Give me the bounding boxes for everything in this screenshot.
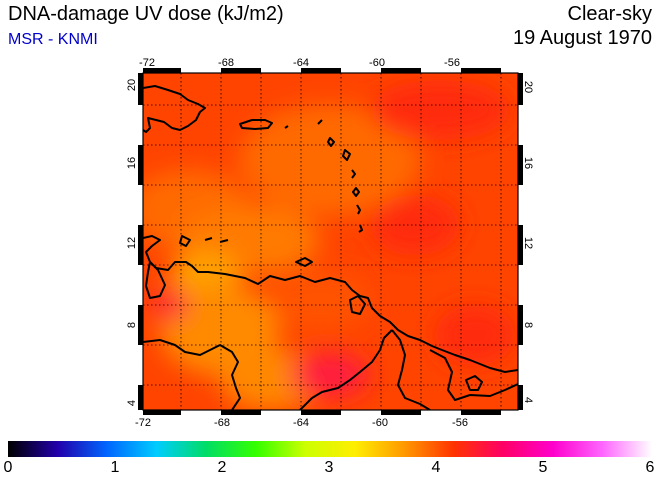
lon-label: -56 [444, 57, 460, 69]
lon-label: -64 [293, 417, 309, 429]
lon-label: -72 [135, 417, 151, 429]
lat-label: 12 [522, 237, 534, 249]
lon-border-ticks [143, 68, 501, 415]
scale-label: 3 [324, 459, 334, 476]
lon-label: -60 [372, 417, 388, 429]
scale-label: 6 [645, 459, 655, 476]
lat-label: 8 [126, 322, 138, 328]
map-title: DNA-damage UV dose (kJ/m2) [8, 3, 284, 25]
lat-label: 20 [126, 79, 138, 91]
data-source-label: MSR - KNMI [8, 31, 98, 48]
lat-labels-right: 4 8 12 16 20 [522, 81, 534, 403]
lat-label: 4 [126, 400, 138, 406]
scale-label: 0 [3, 459, 13, 476]
lat-label: 8 [522, 322, 534, 328]
lat-label: 16 [522, 157, 534, 169]
lon-label: -60 [369, 57, 385, 69]
color-scale-bar [8, 441, 652, 457]
scale-label: 1 [110, 459, 120, 476]
lon-label: -64 [293, 57, 309, 69]
scale-label: 4 [431, 459, 441, 476]
sky-condition-label: Clear-sky [567, 3, 652, 25]
coastlines [143, 85, 518, 410]
lon-labels-top: -72 -68 -64 -60 -56 [139, 57, 460, 69]
scale-label: 2 [217, 459, 227, 476]
lat-label: 4 [522, 397, 534, 403]
scale-label: 5 [538, 459, 548, 476]
lon-labels-bottom: -72 -68 -64 -60 -56 [135, 417, 468, 429]
lat-label: 16 [126, 157, 138, 169]
lat-labels-left: 4 8 12 16 20 [126, 79, 138, 406]
lon-label: -56 [452, 417, 468, 429]
date-label: 19 August 1970 [512, 27, 652, 49]
lat-label: 12 [126, 237, 138, 249]
lat-border-ticks [138, 73, 523, 410]
lon-label: -68 [214, 417, 230, 429]
lat-label: 20 [522, 81, 534, 93]
lon-label: -72 [139, 57, 155, 69]
lon-label: -68 [218, 57, 234, 69]
